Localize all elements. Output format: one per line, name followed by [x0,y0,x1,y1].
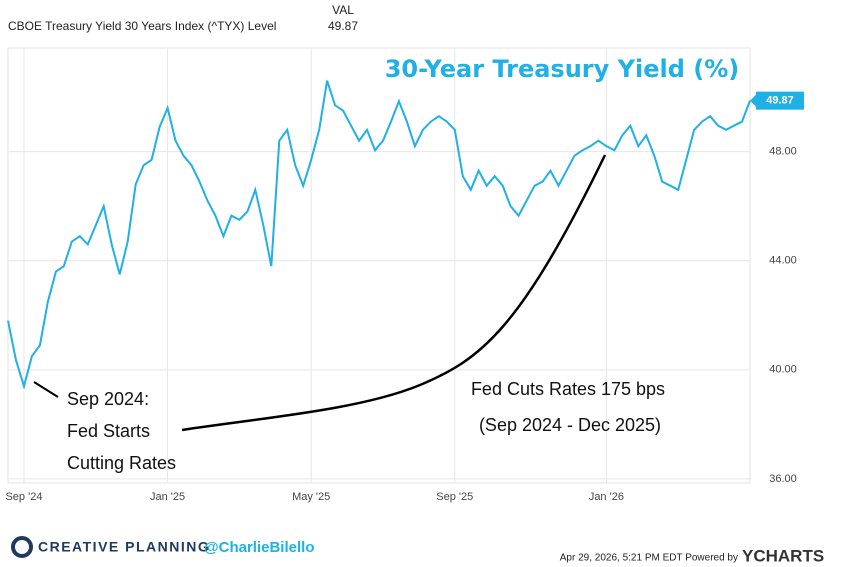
series-line [7,80,751,390]
chart-title: 30-Year Treasury Yield (%) [385,55,740,83]
last-value-tag [756,91,804,110]
x-tick-label: Sep '25 [436,491,473,503]
annotation-pointer [33,381,59,398]
plot-frame [7,47,751,484]
x-tick-label: Sep '24 [5,491,42,503]
footer-timestamp: Apr 29, 2026, 5:21 PM EDT Powered by [560,553,738,564]
last-value-label: 49.87 [766,95,794,107]
annotation-right-2: (Sep 2024 - Dec 2025) [479,415,661,435]
header-value-heading: VAL [332,3,354,17]
brand-logo [11,536,33,558]
plot: 49.87 [7,80,804,390]
footer-brand: CREATIVE PLANNING [38,539,210,555]
annotation-left-2: Fed Starts [67,421,150,441]
annotation-curve [181,154,607,432]
annotation-right-1: Fed Cuts Rates 175 bps [471,379,665,399]
y-tick-label: 40.00 [769,364,797,376]
grid: 36.00 40.00 44.00 48.00 Sep '24 Jan '25 May '2… [5,48,797,503]
x-tick-label: Jan '26 [589,491,624,503]
y-tick-label: 48.00 [769,146,797,158]
y-tick-label: 36.00 [769,473,797,485]
annotation-left-3: Cutting Rates [67,453,176,473]
x-tick-label: Jan '25 [150,491,185,503]
header-value: 49.87 [328,19,358,33]
header-label: CBOE Treasury Yield 30 Years Index (^TYX… [8,19,276,33]
last-value-arrow [750,94,756,107]
annotation-left-1: Sep 2024: [67,389,149,409]
footer-handle: @CharlieBilello [204,539,315,556]
footer-provider: YCHARTS [742,546,824,565]
x-tick-label: May '25 [292,491,330,503]
y-tick-label: 44.00 [769,255,797,267]
